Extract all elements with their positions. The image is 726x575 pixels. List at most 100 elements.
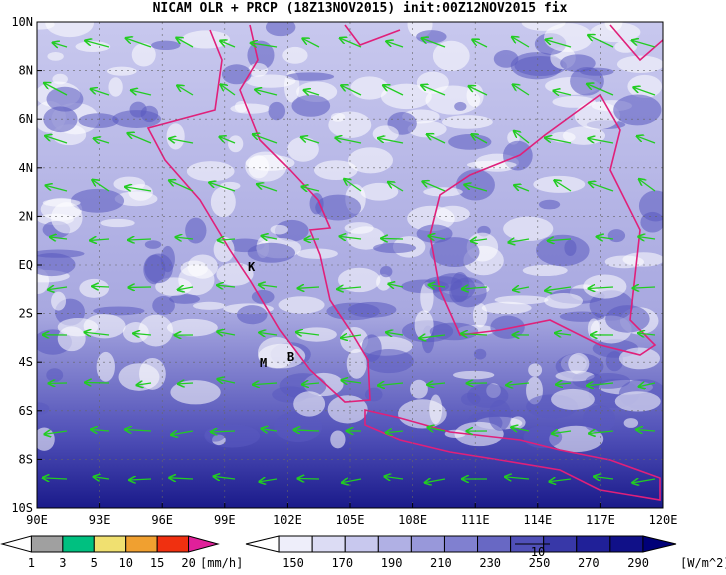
cloud — [279, 296, 325, 314]
cloud — [613, 94, 661, 125]
colorbar-cell — [246, 536, 279, 552]
cloud — [291, 95, 330, 117]
cloud — [454, 102, 466, 111]
colorbar-label: 170 — [331, 556, 353, 570]
colorbar-cell — [577, 536, 610, 552]
cloud — [570, 67, 604, 96]
colorbar-label: 230 — [479, 556, 501, 570]
colorbar-cell — [478, 536, 511, 552]
cloud — [551, 389, 595, 410]
lon-label: 117E — [586, 513, 615, 527]
cloud — [423, 187, 463, 196]
colorbar-label: 190 — [381, 556, 403, 570]
colorbar-label: 290 — [627, 556, 649, 570]
cloud — [575, 102, 620, 130]
cloud — [282, 47, 307, 64]
lat-label: 10S — [11, 501, 33, 515]
cloud — [145, 240, 161, 249]
lat-label: 4N — [19, 161, 33, 175]
cloud — [51, 202, 83, 233]
cloud — [93, 306, 144, 315]
place-label: B — [287, 350, 294, 364]
colorbar-label: 3 — [59, 556, 66, 570]
colorbar-cell — [378, 536, 411, 552]
cloud — [170, 380, 220, 404]
cloud — [348, 302, 396, 318]
cloud — [107, 67, 137, 76]
colorbar-label: 15 — [150, 556, 164, 570]
cloud — [624, 418, 638, 428]
cloud — [503, 217, 553, 241]
cloud — [560, 311, 605, 321]
cloud — [640, 212, 664, 233]
cloud — [293, 391, 325, 416]
cloud — [350, 76, 388, 99]
colorbar-label: 1 — [28, 556, 35, 570]
cloud — [605, 255, 644, 268]
lat-label: 2N — [19, 209, 33, 223]
cloud — [47, 52, 63, 61]
cloud — [32, 250, 85, 258]
cloud — [495, 295, 549, 304]
cloud — [187, 254, 218, 278]
cloud — [237, 305, 268, 324]
cloud — [248, 155, 269, 178]
cloud — [152, 296, 175, 315]
colorbar-cell — [444, 536, 477, 552]
lat-label: 6S — [19, 404, 33, 418]
colorbar-cell — [157, 536, 188, 552]
place-label: M — [260, 356, 267, 370]
cloud — [266, 18, 295, 36]
colorbar-cell — [279, 536, 312, 552]
plot-area — [16, 8, 672, 508]
colorbar-cell — [610, 536, 643, 552]
colorbar-cell — [345, 536, 378, 552]
cloud — [43, 106, 77, 132]
cloud — [583, 405, 615, 433]
cloud — [523, 265, 568, 276]
cloud — [328, 395, 368, 423]
cloud — [108, 77, 122, 96]
colorbar-label: 20 — [181, 556, 195, 570]
colorbar-cell — [189, 536, 218, 552]
colorbar-label: 10 — [118, 556, 132, 570]
cloud — [586, 373, 630, 389]
lat-label: 6N — [19, 112, 33, 126]
cloud — [528, 363, 542, 377]
lon-label: 120E — [649, 513, 678, 527]
cloud — [608, 229, 625, 242]
cloud — [583, 274, 626, 298]
cloud — [533, 176, 585, 193]
cloud — [588, 318, 600, 339]
cloud — [615, 391, 661, 411]
cloud — [330, 430, 345, 448]
vector-reference-label: 10 — [531, 545, 545, 559]
cloud — [314, 160, 358, 180]
cloud — [494, 50, 519, 68]
cloud — [442, 115, 493, 129]
colorbar-unit: [mm/h] — [200, 556, 243, 570]
cloud — [617, 56, 664, 73]
cloud — [474, 349, 486, 360]
colorbar-label: 5 — [91, 556, 98, 570]
cloud — [222, 64, 252, 84]
lon-label: 111E — [461, 513, 490, 527]
cloud — [144, 253, 173, 283]
cloud — [187, 161, 235, 181]
cloud — [605, 305, 650, 333]
cloud — [138, 315, 173, 347]
cloud — [364, 349, 414, 373]
wind-arrow — [93, 286, 109, 287]
colorbar-cell — [2, 536, 31, 552]
lon-label: 114E — [523, 513, 552, 527]
cloud — [415, 310, 434, 339]
cloud — [380, 266, 392, 277]
lat-label: 2S — [19, 307, 33, 321]
colorbar-label: 210 — [430, 556, 452, 570]
cloud — [467, 161, 517, 169]
cloud — [151, 41, 180, 50]
cloud — [211, 187, 236, 217]
cloud — [287, 137, 319, 162]
lon-label: 108E — [398, 513, 427, 527]
lon-label: 93E — [89, 513, 111, 527]
